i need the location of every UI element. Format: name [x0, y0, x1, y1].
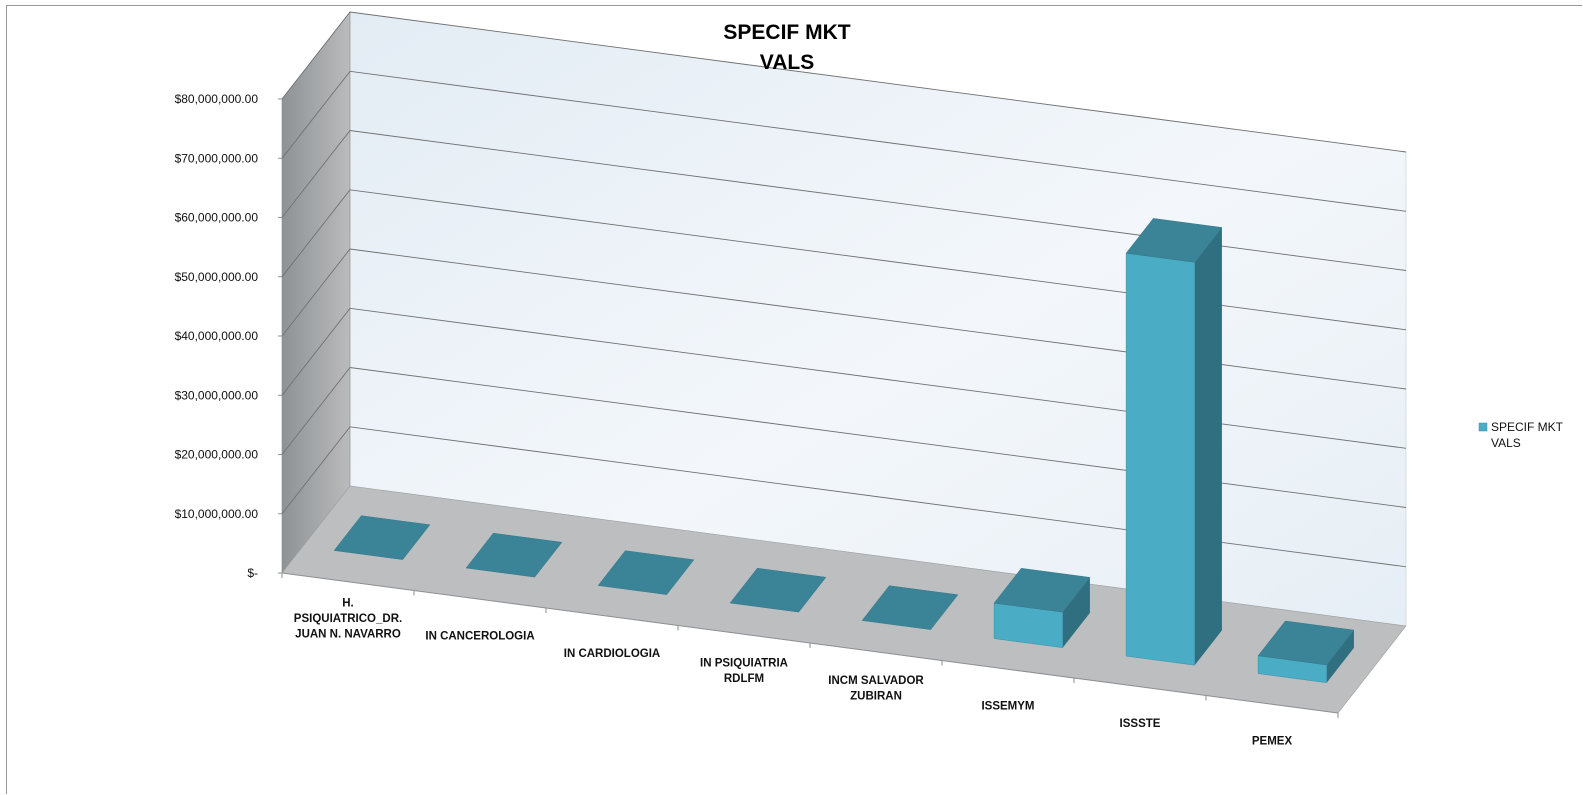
bar-top [333, 515, 431, 560]
category-label: ISSEMYM [981, 700, 1034, 712]
bars [333, 218, 1355, 683]
legend-label: SPECIF MKT [1491, 420, 1564, 434]
bar-top [1125, 218, 1223, 263]
category-label: IN PSIQUIATRIA [700, 658, 788, 670]
y-axis-ticks: $- $10,000,000.00 $20,000,000.00 $30,000,00… [175, 92, 282, 580]
gridline [281, 70, 1407, 212]
y-tick-label: $10,000,000.00 [175, 507, 259, 521]
bar [1125, 218, 1223, 666]
bar-top [729, 567, 827, 613]
category-label: IN CARDIOLOGIA [564, 648, 660, 660]
bar [993, 568, 1091, 648]
gridline [281, 189, 1407, 331]
y-tick-label: $- [247, 566, 258, 580]
bar-side [1326, 630, 1354, 683]
bar-top [861, 585, 959, 630]
category-label: H. [342, 597, 354, 609]
category-label: ISSSTE [1120, 718, 1161, 730]
y-tick-label: $20,000,000.00 [175, 448, 259, 462]
bar [333, 515, 431, 560]
y-tick-label: $60,000,000.00 [175, 211, 259, 225]
y-tick-label: $70,000,000.00 [175, 151, 259, 165]
gridlines [281, 11, 1407, 568]
legend-swatch [1478, 422, 1488, 432]
chart-title-line: SPECIF MKT [723, 21, 850, 44]
legend: SPECIF MKT VALS [1478, 420, 1564, 450]
y-tick-label: $40,000,000.00 [175, 329, 259, 343]
gridline [281, 426, 1407, 568]
category-label: INCM SALVADOR [828, 675, 924, 687]
bar [597, 550, 695, 595]
bar [861, 585, 959, 630]
category-label: PEMEX [1252, 735, 1293, 747]
category-label: RDLFM [724, 673, 764, 685]
chart-title-line: VALS [760, 51, 814, 74]
bar [465, 532, 563, 578]
bar-top [1257, 620, 1355, 666]
gridline [281, 367, 1407, 508]
gridline [281, 248, 1407, 390]
legend-label: VALS [1491, 436, 1521, 450]
bar-top [465, 532, 563, 578]
gridline [281, 307, 1407, 449]
bar-front [1125, 252, 1195, 666]
category-label: JUAN N. NAVARRO [295, 628, 401, 640]
y-tick-label: $80,000,000.00 [175, 92, 259, 106]
plot-walls [281, 11, 1407, 714]
gridline [281, 11, 1407, 153]
y-tick-label: $30,000,000.00 [175, 388, 259, 402]
gridline [281, 130, 1407, 271]
bar [1257, 620, 1355, 683]
category-label: ZUBIRAN [850, 691, 902, 703]
y-tick-label: $50,000,000.00 [175, 270, 259, 284]
bar-top [993, 568, 1091, 613]
bar [729, 567, 827, 613]
bar-top [597, 550, 695, 595]
chart-title: SPECIF MKT VALS [723, 21, 850, 74]
x-axis-categories: H. PSIQUIATRICO_DR. JUAN N. NAVARRO IN CANC… [281, 573, 1339, 747]
category-label: IN CANCEROLOGIA [425, 630, 534, 642]
bar-side [1062, 577, 1090, 648]
category-label: PSIQUIATRICO_DR. [294, 613, 402, 625]
bar-side [1194, 227, 1222, 666]
